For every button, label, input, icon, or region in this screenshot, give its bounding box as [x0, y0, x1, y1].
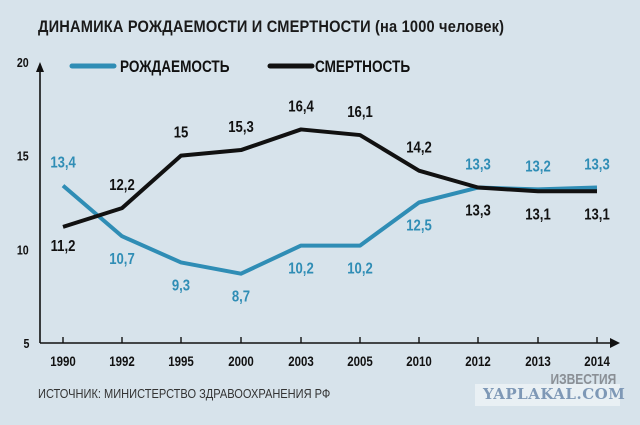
legend-label: РОЖДАЕМОСТЬ: [120, 58, 230, 77]
x-tick-label: 2003: [288, 353, 314, 369]
data-label: 13,3: [584, 156, 610, 173]
data-label: 12,5: [406, 217, 432, 234]
x-axis-arrow-icon: [610, 338, 620, 348]
series-line-birth-rate: [61, 184, 598, 276]
data-label: 10,2: [288, 260, 314, 277]
data-label: 13,1: [584, 206, 610, 223]
x-tick-label: 1995: [168, 353, 194, 369]
data-label: 10,2: [347, 260, 373, 277]
series-line-mortality: [62, 127, 597, 229]
data-label: 13,3: [465, 156, 491, 173]
data-label: 13,1: [525, 206, 551, 223]
chart-title: ДИНАМИКА РОЖДАЕМОСТИ И СМЕРТНОСТИ (на 10…: [38, 17, 505, 36]
data-label: 16,1: [347, 104, 373, 121]
data-label: 14,2: [406, 140, 432, 157]
x-tick-label: 2005: [347, 353, 373, 369]
data-label: 13,3: [465, 202, 491, 219]
y-tick-label: 20: [17, 55, 29, 70]
y-tick-label: 10: [17, 242, 29, 257]
y-tick-label: 15: [17, 149, 29, 164]
data-label: 8,7: [232, 289, 250, 306]
x-tick-label: 2012: [465, 353, 491, 369]
data-label: 10,7: [109, 251, 135, 268]
x-tick-label: 1992: [109, 353, 135, 369]
x-tick-label: 1990: [50, 353, 76, 369]
legend-label: СМЕРТНОСТЬ: [315, 58, 410, 77]
data-label: 15,3: [228, 119, 254, 136]
x-tick-label: 2000: [228, 353, 254, 369]
watermark-site: YAPLAKAL.COM: [483, 385, 626, 403]
x-tick-label: 2014: [584, 353, 610, 369]
y-tick-label: 5: [23, 336, 29, 351]
data-label: 12,2: [109, 177, 135, 194]
data-label: 16,4: [288, 98, 314, 115]
watermark: YAPLAKAL.COM ИЗВЕСТИЯ: [475, 371, 625, 406]
data-label: 9,3: [172, 277, 190, 294]
data-label: 15: [174, 125, 189, 142]
x-tick-label: 2013: [525, 353, 551, 369]
source-note: ИСТОЧНИК: МИНИСТЕРСТВО ЗДРАВООХРАНЕНИЯ Р…: [38, 386, 331, 401]
y-axis-arrow-icon: [36, 62, 44, 72]
data-label: 13,4: [50, 155, 76, 172]
x-tick-label: 2010: [406, 353, 432, 369]
data-label: 11,2: [51, 238, 76, 255]
watermark-brand: ИЗВЕСТИЯ: [550, 371, 616, 388]
data-label: 13,2: [525, 158, 551, 175]
